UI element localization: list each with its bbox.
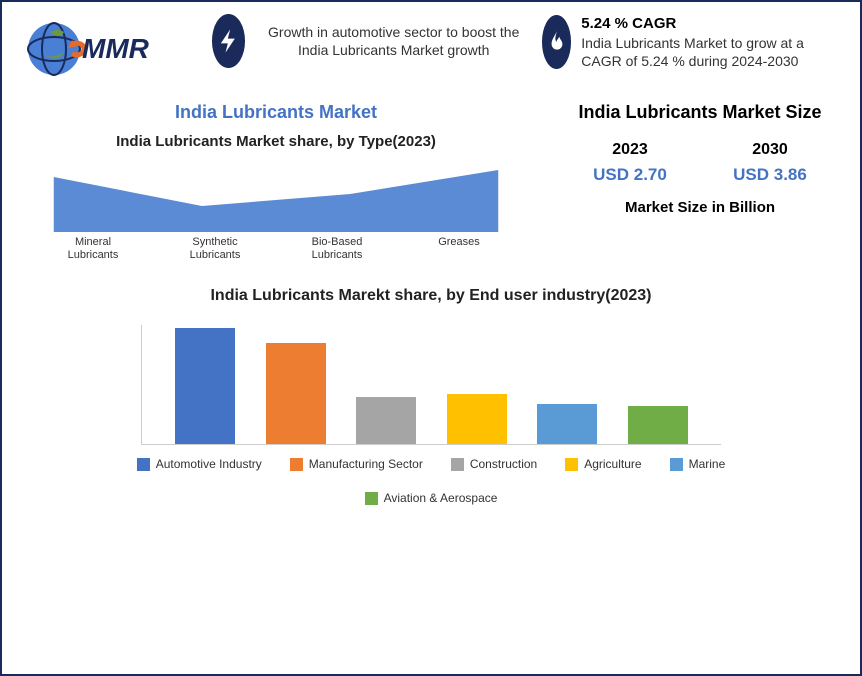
legend-label: Manufacturing Sector [309, 457, 423, 471]
area-chart-svg [22, 162, 530, 232]
cagr-callout: 5.24 % CAGR India Lubricants Market to g… [542, 14, 822, 70]
legend-swatch [670, 458, 683, 471]
legend-item: Agriculture [565, 457, 641, 471]
size-title: India Lubricants Market Size [560, 102, 840, 123]
bar [266, 343, 326, 444]
legend-label: Agriculture [584, 457, 641, 471]
size-year-2: 2030 [752, 141, 788, 159]
bar-legend: Automotive Industry Manufacturing Sector C… [121, 457, 741, 505]
logo-text: MMR [82, 33, 149, 65]
market-size-section: India Lubricants Market Size 2023 2030 U… [560, 102, 840, 262]
growth-callout: Growth in automotive sector to boost the… [212, 14, 532, 68]
area-chart-section: India Lubricants Market India Lubricants… [22, 102, 530, 262]
cagr-headline: 5.24 % CAGR [581, 14, 822, 34]
legend-label: Automotive Industry [156, 457, 262, 471]
bar [628, 406, 688, 444]
mid-row: India Lubricants Market India Lubricants… [22, 102, 840, 262]
bar [356, 397, 416, 445]
size-caption: Market Size in Billion [560, 199, 840, 216]
size-val-1: USD 2.70 [593, 165, 667, 185]
legend-label: Marine [689, 457, 726, 471]
bar-title: India Lubricants Marekt share, by End us… [22, 287, 840, 305]
legend-swatch [565, 458, 578, 471]
lightning-icon [212, 14, 245, 68]
legend-item: Aviation & Aerospace [365, 491, 498, 505]
legend-item: Manufacturing Sector [290, 457, 423, 471]
area-x-label: Bio-BasedLubricants [276, 236, 398, 262]
header-row: MMR Growth in automotive sector to boost… [22, 14, 840, 84]
legend-item: Marine [670, 457, 726, 471]
legend-swatch [290, 458, 303, 471]
cagr-text-block: 5.24 % CAGR India Lubricants Market to g… [581, 14, 822, 70]
growth-text: Growth in automotive sector to boost the… [255, 23, 532, 59]
legend-swatch [365, 492, 378, 505]
bar [447, 394, 507, 444]
legend-swatch [137, 458, 150, 471]
flame-icon [542, 15, 571, 69]
bar-chart-area [141, 325, 721, 445]
bar [537, 404, 597, 444]
legend-item: Construction [451, 457, 537, 471]
area-subtitle: India Lubricants Market share, by Type(2… [22, 133, 530, 150]
legend-label: Construction [470, 457, 537, 471]
area-x-label: SyntheticLubricants [154, 236, 276, 262]
area-main-title: India Lubricants Market [22, 102, 530, 123]
area-x-label: Greases [398, 236, 520, 262]
bar [175, 328, 235, 445]
area-x-labels: MineralLubricantsSyntheticLubricantsBio-… [22, 232, 530, 262]
size-year-1: 2023 [612, 141, 648, 159]
size-val-2: USD 3.86 [733, 165, 807, 185]
legend-item: Automotive Industry [137, 457, 262, 471]
legend-swatch [451, 458, 464, 471]
cagr-body: India Lubricants Market to grow at a CAG… [581, 34, 822, 70]
legend-label: Aviation & Aerospace [384, 491, 498, 505]
area-x-label: MineralLubricants [32, 236, 154, 262]
mmr-logo: MMR [22, 14, 202, 84]
bar-chart-section: India Lubricants Marekt share, by End us… [22, 287, 840, 505]
